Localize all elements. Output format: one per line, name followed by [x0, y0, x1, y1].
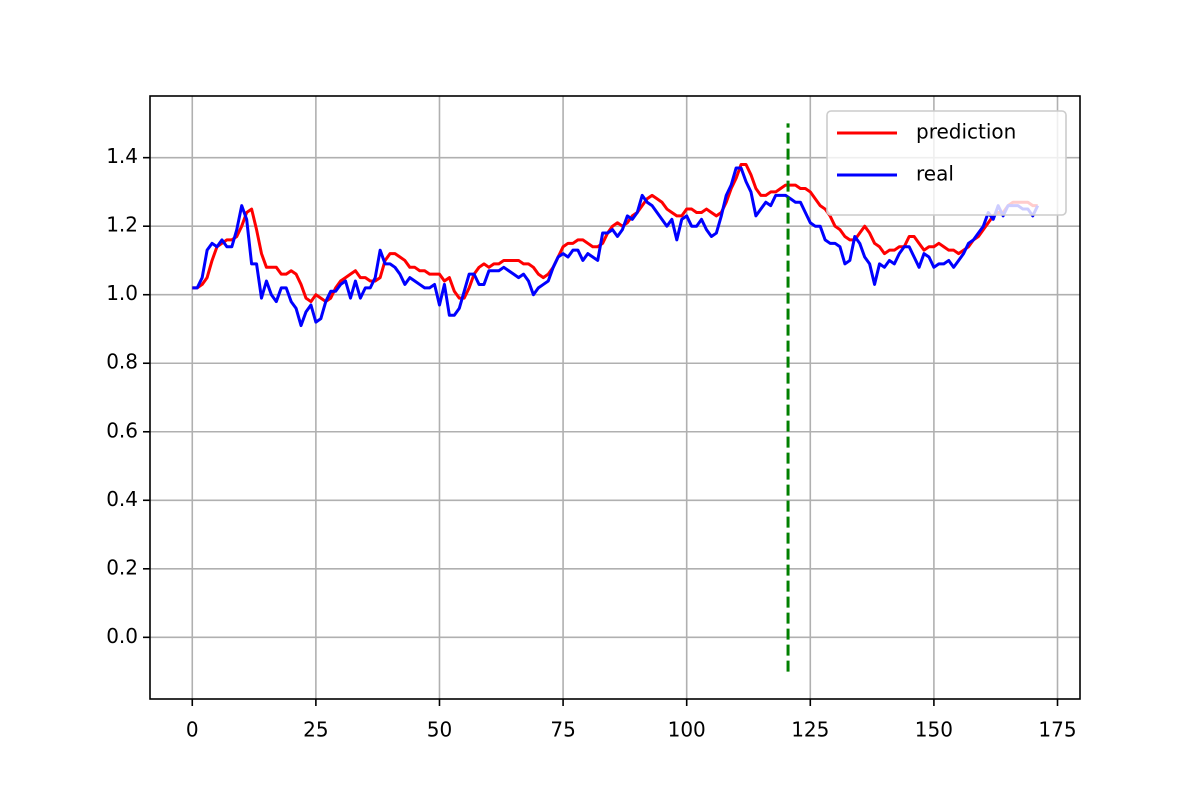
- series-line: [192, 166, 1040, 328]
- x-tick-label: 50: [427, 718, 452, 742]
- y-tick-label: 0.2: [106, 555, 138, 579]
- y-tick-label: 0.0: [106, 624, 138, 648]
- x-tick-label: 0: [186, 718, 199, 742]
- y-tick-label: 0.4: [106, 487, 138, 511]
- y-tick-label: 1.0: [106, 281, 138, 305]
- x-tick-label: 75: [550, 718, 575, 742]
- x-tick-label: 25: [303, 718, 328, 742]
- legend-box: [826, 110, 1067, 216]
- series-line: [192, 163, 1038, 304]
- legend-label: real: [916, 162, 954, 186]
- x-tick-label: 125: [791, 718, 829, 742]
- y-tick-label: 0.6: [106, 418, 138, 442]
- plot-frame: [149, 95, 1081, 700]
- y-tick-label: 0.8: [106, 350, 138, 374]
- y-tick-label: 1.2: [106, 213, 138, 237]
- x-tick-label: 150: [915, 718, 953, 742]
- legend-label: prediction: [916, 120, 1016, 144]
- x-tick-label: 175: [1038, 718, 1076, 742]
- y-tick-label: 1.4: [106, 144, 138, 168]
- x-tick-label: 100: [668, 718, 706, 742]
